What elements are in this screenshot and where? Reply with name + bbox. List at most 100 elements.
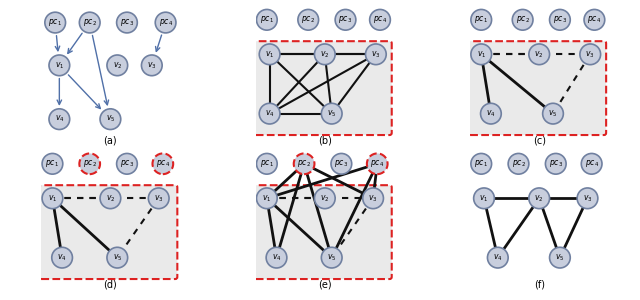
Circle shape — [42, 188, 63, 209]
Text: $v_5$: $v_5$ — [327, 108, 337, 119]
Circle shape — [259, 103, 280, 124]
Text: $v_4$: $v_4$ — [486, 108, 496, 119]
Text: $v_5$: $v_5$ — [113, 252, 122, 263]
Text: $v_2$: $v_2$ — [534, 193, 544, 203]
FancyBboxPatch shape — [468, 41, 606, 135]
Text: $v_3$: $v_3$ — [369, 193, 378, 203]
Text: $v_3$: $v_3$ — [154, 193, 163, 203]
Text: $v_2$: $v_2$ — [106, 193, 115, 203]
Circle shape — [100, 188, 121, 209]
FancyBboxPatch shape — [253, 41, 392, 135]
Circle shape — [107, 55, 127, 76]
Circle shape — [335, 9, 356, 30]
Text: (a): (a) — [104, 135, 117, 146]
Text: $v_4$: $v_4$ — [58, 252, 67, 263]
Text: $pc_2$: $pc_2$ — [301, 14, 316, 25]
Circle shape — [42, 154, 63, 174]
Text: $v_5$: $v_5$ — [327, 252, 337, 263]
Text: $v_4$: $v_4$ — [265, 108, 275, 119]
Text: $pc_1$: $pc_1$ — [48, 17, 62, 28]
Circle shape — [543, 103, 563, 124]
Text: $pc_1$: $pc_1$ — [474, 14, 488, 25]
Circle shape — [141, 55, 162, 76]
Circle shape — [257, 9, 277, 30]
Text: $v_3$: $v_3$ — [586, 49, 595, 59]
Circle shape — [314, 44, 335, 64]
Circle shape — [156, 12, 176, 33]
Circle shape — [367, 154, 388, 174]
Circle shape — [545, 154, 566, 174]
Text: $v_1$: $v_1$ — [262, 193, 271, 203]
Circle shape — [581, 154, 602, 174]
Circle shape — [321, 247, 342, 268]
Text: $v_3$: $v_3$ — [371, 49, 381, 59]
FancyBboxPatch shape — [39, 185, 177, 279]
Circle shape — [529, 44, 550, 64]
Circle shape — [550, 9, 570, 30]
Text: $v_2$: $v_2$ — [113, 60, 122, 70]
FancyBboxPatch shape — [253, 185, 392, 279]
Circle shape — [257, 188, 277, 209]
Text: $v_3$: $v_3$ — [583, 193, 592, 203]
Text: $v_3$: $v_3$ — [147, 60, 157, 70]
Circle shape — [321, 103, 342, 124]
Circle shape — [298, 9, 319, 30]
Circle shape — [363, 188, 383, 209]
Text: $pc_3$: $pc_3$ — [120, 17, 134, 28]
Text: $pc_3$: $pc_3$ — [548, 158, 563, 169]
Text: $v_5$: $v_5$ — [548, 108, 557, 119]
Text: $v_5$: $v_5$ — [106, 114, 115, 124]
Text: $v_4$: $v_4$ — [54, 114, 64, 124]
Text: (e): (e) — [318, 279, 332, 290]
Text: $pc_4$: $pc_4$ — [370, 158, 384, 169]
Text: (d): (d) — [104, 279, 117, 290]
Text: $pc_4$: $pc_4$ — [159, 17, 173, 28]
Text: (c): (c) — [532, 135, 546, 146]
Circle shape — [471, 44, 492, 64]
Text: $v_1$: $v_1$ — [48, 193, 57, 203]
Circle shape — [107, 247, 127, 268]
Circle shape — [49, 55, 70, 76]
Circle shape — [577, 188, 598, 209]
Circle shape — [116, 12, 138, 33]
Text: $v_1$: $v_1$ — [479, 193, 489, 203]
Circle shape — [529, 188, 550, 209]
Text: $v_2$: $v_2$ — [320, 193, 330, 203]
Circle shape — [370, 9, 390, 30]
Text: $v_2$: $v_2$ — [534, 49, 544, 59]
Circle shape — [474, 188, 494, 209]
Text: $pc_2$: $pc_2$ — [83, 158, 97, 169]
Circle shape — [49, 109, 70, 130]
Circle shape — [152, 154, 173, 174]
Text: $pc_4$: $pc_4$ — [584, 158, 598, 169]
Text: $pc_4$: $pc_4$ — [373, 14, 387, 25]
Text: $pc_3$: $pc_3$ — [553, 14, 567, 25]
Text: $v_5$: $v_5$ — [555, 252, 564, 263]
Circle shape — [257, 154, 277, 174]
Circle shape — [512, 9, 533, 30]
Text: $pc_2$: $pc_2$ — [297, 158, 311, 169]
Circle shape — [266, 247, 287, 268]
Circle shape — [148, 188, 169, 209]
Circle shape — [488, 247, 508, 268]
Circle shape — [52, 247, 72, 268]
Text: $v_2$: $v_2$ — [320, 49, 330, 59]
Circle shape — [331, 154, 352, 174]
Text: $pc_3$: $pc_3$ — [339, 14, 353, 25]
Circle shape — [79, 12, 100, 33]
Text: $v_4$: $v_4$ — [493, 252, 502, 263]
Circle shape — [294, 154, 314, 174]
Text: $v_1$: $v_1$ — [54, 60, 64, 70]
Text: $pc_3$: $pc_3$ — [334, 158, 348, 169]
Text: $pc_1$: $pc_1$ — [260, 158, 274, 169]
Text: $pc_1$: $pc_1$ — [260, 14, 274, 25]
Text: $pc_1$: $pc_1$ — [474, 158, 488, 169]
Circle shape — [79, 154, 100, 174]
Text: $pc_4$: $pc_4$ — [156, 158, 170, 169]
Text: (b): (b) — [318, 135, 332, 146]
Circle shape — [580, 44, 600, 64]
Circle shape — [584, 9, 605, 30]
Circle shape — [481, 103, 501, 124]
Circle shape — [314, 188, 335, 209]
Text: $pc_2$: $pc_2$ — [83, 17, 97, 28]
